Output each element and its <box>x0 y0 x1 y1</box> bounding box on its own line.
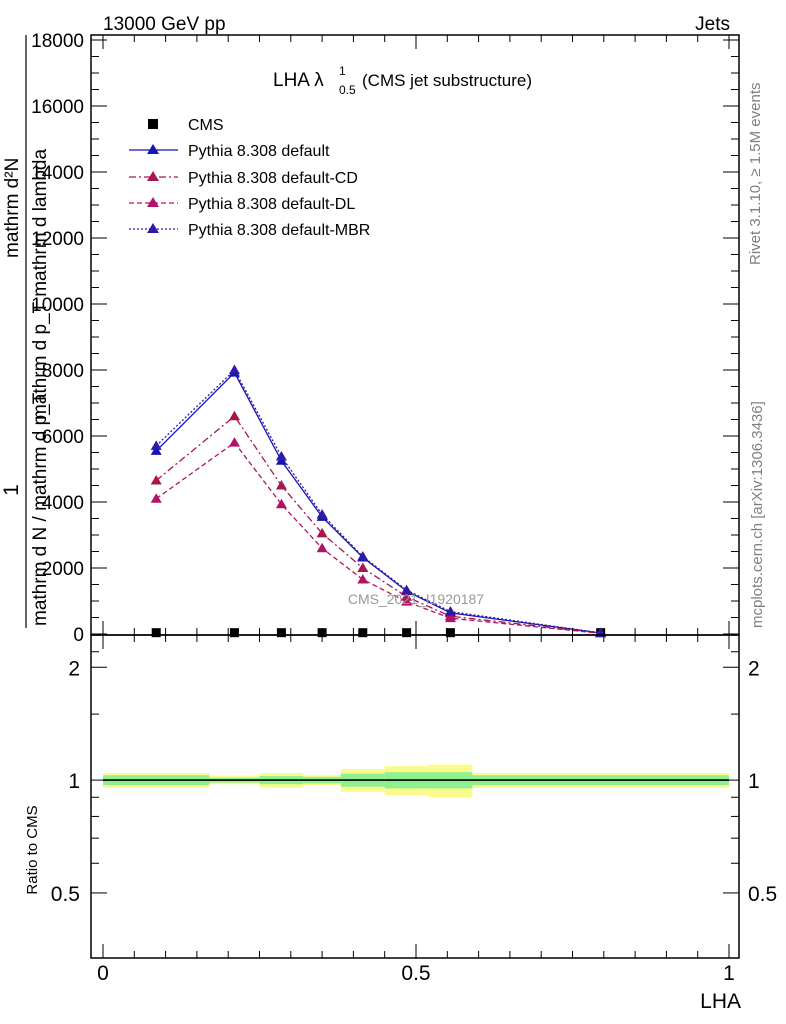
legend-label-3: Pythia 8.308 default-DL <box>188 196 355 213</box>
series-line-4 <box>155 368 601 634</box>
title-main: LHA λ <box>273 70 324 91</box>
series-4-marker-5 <box>401 584 413 595</box>
series-1-marker-0 <box>150 445 162 455</box>
series-4-marker-4 <box>357 550 369 561</box>
ratio-frame <box>90 634 740 959</box>
series-3 <box>150 437 607 638</box>
legend-marker-0 <box>148 119 158 129</box>
title-suffix: (CMS jet substructure) <box>362 71 532 90</box>
ylabel-numerator: 1 <box>0 484 23 496</box>
ratio-ytick-label-left-0: 0.5 <box>51 883 80 906</box>
main-ytick-label-6: 12000 <box>31 229 84 250</box>
header-right: Jets <box>695 14 730 35</box>
series-4-marker-1 <box>228 364 240 374</box>
analysis-watermark: CMS_2021_I1920187 <box>348 591 484 607</box>
series-4-marker-2 <box>275 450 287 461</box>
main-ytick-label-8: 16000 <box>31 97 84 118</box>
rivet-label: Rivet 3.1.10, ≥ 1.5M events <box>747 83 764 266</box>
ylabel-line-2: mathrm d²N <box>2 158 23 258</box>
title-superscript: 1 <box>339 64 346 78</box>
series-2-marker-2 <box>275 480 287 490</box>
main-ticks: 0 2000 4000 6000 8000 10000 12000 14000 16000 180… <box>31 31 739 646</box>
main-ytick-label-4: 8000 <box>42 361 84 382</box>
main-ytick-label-0: 0 <box>73 625 84 646</box>
series-3-marker-0 <box>150 493 162 503</box>
cms-point-1 <box>229 628 239 638</box>
x-axis-label: LHA <box>700 990 741 1013</box>
title-subscript: 0.5 <box>339 83 356 97</box>
main-ylabel: 1 mathrm d N / mathrm d p_T mathrm d²N m… <box>0 35 51 628</box>
ratio-ytick-label-left-1: 1 <box>68 770 80 793</box>
legend-marker-2 <box>147 171 159 181</box>
series-3-marker-6 <box>444 612 456 623</box>
legend: CMS Pythia 8.308 default Pythia 8.308 defa… <box>129 117 370 239</box>
ylabel-line-1: mathrm d N / mathrm d p_T <box>30 392 51 626</box>
main-ytick-label-7: 14000 <box>31 163 84 184</box>
axes <box>90 34 740 959</box>
legend-entry-1: Pythia 8.308 default <box>129 143 330 160</box>
mcplots-label: mcplots.cern.ch [arXiv:1306.3436] <box>749 401 766 628</box>
series-4-marker-0 <box>150 440 162 450</box>
ylabel-line-3: mathrm d p_T mathrm d lambda <box>30 149 51 420</box>
series-3-marker-4 <box>357 574 369 584</box>
series-2-marker-3 <box>316 527 328 538</box>
series-2-marker-1 <box>228 410 240 421</box>
series-2-marker-5 <box>401 591 413 601</box>
xtick-label-0: 0 <box>97 962 109 985</box>
legend-marker-4 <box>147 223 159 233</box>
legend-entry-3: Pythia 8.308 default-DL <box>129 196 355 213</box>
cms-point-2 <box>276 628 286 638</box>
series-2-marker-4 <box>357 562 369 572</box>
main-ytick-label-1: 2000 <box>42 559 84 580</box>
legend-entry-2: Pythia 8.308 default-CD <box>129 170 358 187</box>
series-line-3 <box>155 441 601 634</box>
legend-marker-3 <box>147 197 159 207</box>
cms-point-5 <box>402 628 412 638</box>
legend-label-2: Pythia 8.308 default-CD <box>188 170 358 187</box>
series-3-marker-3 <box>316 542 328 553</box>
series-4 <box>150 364 607 637</box>
plot-title: LHA λ 1 0.5 (CMS jet substructure) <box>273 64 532 97</box>
series-3-marker-5 <box>401 596 413 606</box>
series-line-2 <box>155 415 601 634</box>
legend-label-4: Pythia 8.308 default-MBR <box>188 222 370 239</box>
header-left: 13000 GeV pp <box>103 14 226 35</box>
xtick-label-2: 1 <box>723 962 735 985</box>
ratio-bands <box>103 764 729 798</box>
ratio-ytick-label-right-2: 2 <box>748 657 760 680</box>
legend-entry-4: Pythia 8.308 default-MBR <box>129 222 370 239</box>
main-series <box>150 364 607 638</box>
ratio-ytick-label-left-2: 2 <box>68 657 80 680</box>
main-ytick-label-5: 10000 <box>31 295 84 316</box>
ratio-ticks: 0.5 0.5 1 1 2 2 0 0.5 1 <box>51 635 777 985</box>
ratio-ytick-label-right-1: 1 <box>748 770 760 793</box>
series-3-marker-1 <box>228 437 240 447</box>
xtick-label-1: 0.5 <box>401 962 430 985</box>
main-ytick-label-3: 6000 <box>42 427 84 448</box>
cms-point-6 <box>445 628 455 638</box>
legend-label-0: CMS <box>188 117 224 134</box>
series-3-marker-2 <box>275 498 287 509</box>
ratio-ylabel: Ratio to CMS <box>24 805 41 894</box>
legend-entry-0: CMS <box>148 117 224 134</box>
ratio-ytick-label-right-0: 0.5 <box>748 883 777 906</box>
series-0 <box>151 628 606 638</box>
series-4-marker-3 <box>316 509 328 519</box>
cms-point-0 <box>151 628 161 638</box>
legend-label-1: Pythia 8.308 default <box>188 143 330 160</box>
series-4-marker-6 <box>444 606 456 616</box>
cms-point-4 <box>358 628 368 638</box>
series-2-marker-0 <box>150 475 162 485</box>
legend-marker-1 <box>147 144 159 154</box>
main-ytick-label-2: 4000 <box>42 493 84 514</box>
main-ytick-label-9: 18000 <box>31 31 84 52</box>
series-line-1 <box>155 371 601 634</box>
